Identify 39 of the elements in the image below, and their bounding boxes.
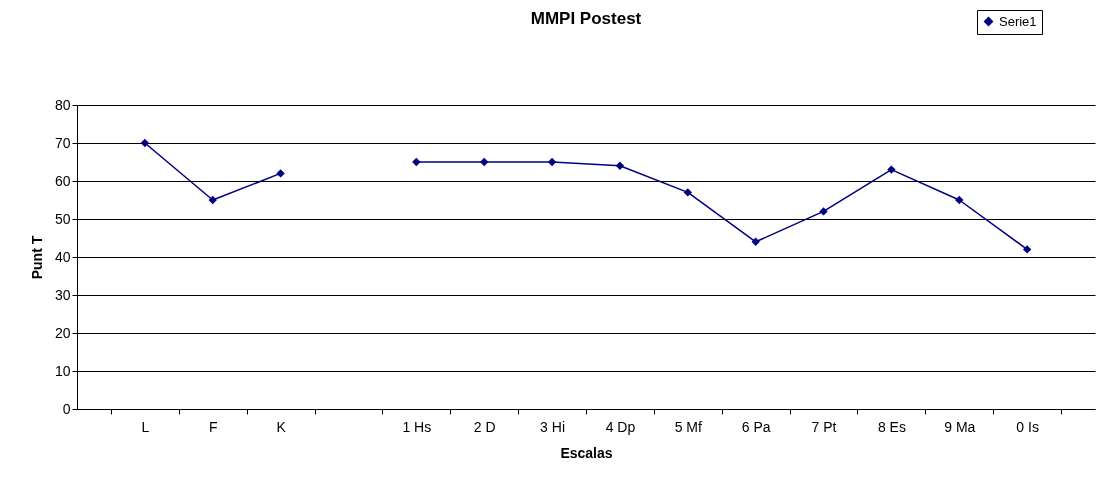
point [140, 138, 150, 148]
point [547, 157, 557, 167]
x-tick-label: F [208, 418, 218, 435]
point [615, 161, 625, 170]
point [412, 157, 421, 167]
x-tick-label: 2 D [473, 418, 496, 435]
legend-label: Serie1 [999, 13, 1037, 29]
x-tick-label: 5 Mf [674, 418, 703, 435]
x-tick-label: L [141, 418, 150, 435]
y-tick-label: 0 [62, 400, 71, 417]
point [1022, 245, 1032, 254]
point [887, 165, 896, 174]
y-tick-label: 30 [54, 286, 71, 303]
y-tick-label: 60 [54, 172, 71, 189]
point [819, 207, 828, 216]
x-axis-title: Escalas [560, 444, 613, 461]
x-tick-label: 3 Hi [540, 418, 566, 435]
point [955, 195, 964, 205]
point [276, 169, 285, 178]
y-tick-label: 70 [54, 134, 71, 151]
x-tick-label: K [276, 418, 287, 435]
point [751, 237, 760, 246]
point [480, 157, 489, 167]
x-tick-label: 1 Hs [402, 418, 432, 435]
x-tick-label: 7 Pt [811, 418, 837, 435]
point [683, 188, 692, 197]
y-tick-label: 80 [54, 96, 71, 113]
x-tick-label: 6 Pa [741, 418, 771, 435]
point [208, 195, 217, 205]
y-axis-title: Punt T [28, 235, 45, 280]
x-tick-label: 0 Is [1016, 418, 1039, 435]
y-tick-label: 10 [54, 362, 71, 379]
y-tick-label: 40 [54, 248, 71, 265]
x-tick-label: 4 Dp [605, 418, 636, 435]
y-tick-label: 50 [54, 210, 71, 227]
x-tick-label: 9 Ma [944, 418, 976, 435]
x-tick-label: 8 Es [877, 418, 906, 435]
chart-title: MMPI Postest [530, 9, 642, 28]
y-tick-label: 20 [54, 324, 71, 341]
